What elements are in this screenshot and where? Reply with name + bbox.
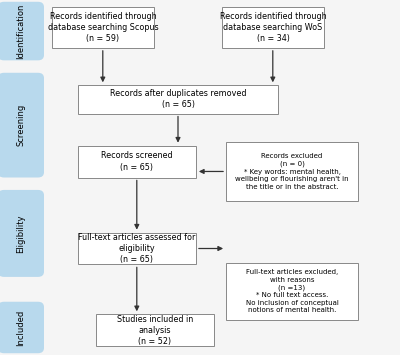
FancyBboxPatch shape bbox=[52, 7, 154, 48]
Text: Records identified through
database searching WoS
(n = 34): Records identified through database sear… bbox=[220, 12, 326, 43]
FancyBboxPatch shape bbox=[96, 314, 214, 346]
Text: Screening: Screening bbox=[16, 104, 26, 146]
FancyBboxPatch shape bbox=[226, 263, 358, 320]
FancyBboxPatch shape bbox=[0, 2, 44, 60]
Text: Records excluded
(n = 0)
* Key words: mental health,
wellbeing or flourishing ar: Records excluded (n = 0) * Key words: me… bbox=[235, 153, 349, 190]
FancyBboxPatch shape bbox=[0, 190, 44, 277]
Text: Eligibility: Eligibility bbox=[16, 214, 26, 253]
Text: Identification: Identification bbox=[16, 4, 26, 59]
Text: Studies included in
analysis
(n = 52): Studies included in analysis (n = 52) bbox=[117, 315, 193, 346]
FancyBboxPatch shape bbox=[0, 73, 44, 178]
FancyBboxPatch shape bbox=[226, 142, 358, 201]
Text: Records screened
(n = 65): Records screened (n = 65) bbox=[101, 152, 173, 171]
FancyBboxPatch shape bbox=[78, 233, 196, 264]
Text: Included: Included bbox=[16, 309, 26, 346]
FancyBboxPatch shape bbox=[0, 302, 44, 353]
FancyBboxPatch shape bbox=[78, 85, 278, 114]
Text: Full-text articles excluded,
with reasons
(n =13)
* No full text access.
No incl: Full-text articles excluded, with reason… bbox=[246, 269, 338, 313]
Text: Records after duplicates removed
(n = 65): Records after duplicates removed (n = 65… bbox=[110, 89, 246, 109]
Text: Records identified through
database searching Scopus
(n = 59): Records identified through database sear… bbox=[48, 12, 158, 43]
FancyBboxPatch shape bbox=[78, 146, 196, 178]
FancyBboxPatch shape bbox=[222, 7, 324, 48]
Text: Full-text articles assessed for
eligibility
(n = 65): Full-text articles assessed for eligibil… bbox=[78, 233, 196, 264]
